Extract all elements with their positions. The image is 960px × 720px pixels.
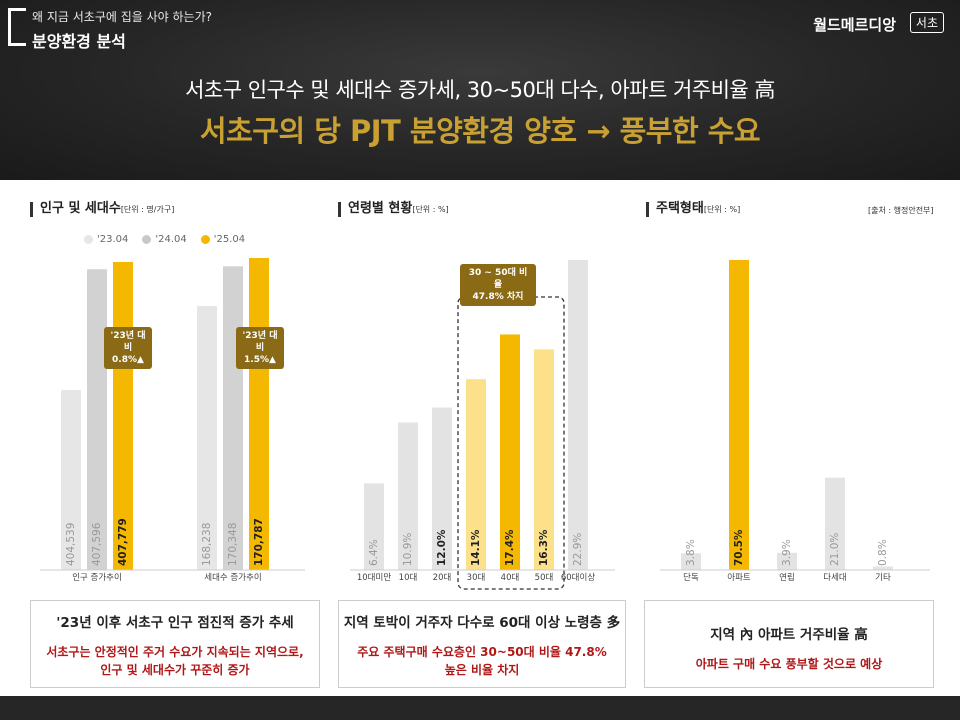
chart3-bar-0 — [681, 553, 701, 570]
summary1-body: 서초구는 안정적인 주거 수요가 지속되는 지역으로, 인구 및 세대수가 꾸준히… — [31, 643, 319, 679]
chart3-bar-label-0: 3.8% — [685, 539, 697, 566]
summary1-title: '23년 이후 서초구 인구 점진적 증가 추세 — [56, 615, 294, 631]
chart2-title-text: 연령별 현황 — [348, 201, 413, 216]
chart2-xlabel-3: 30대 — [467, 573, 486, 583]
summary-box-2: 지역 토박이 거주자 다수로 60대 이상 노령층 多 주요 주택구매 수요층인… — [338, 600, 626, 688]
chart3-bar-label-3: 21.0% — [829, 533, 841, 566]
callout-line: 30 ~ 50대 비율 — [468, 268, 528, 290]
chart2-xlabel-4: 40대 — [501, 573, 520, 583]
chart2-bar-3 — [466, 379, 486, 570]
summary2-body: 주요 주택구매 수요층인 30~50대 비율 47.8% 높은 비율 차지 — [339, 643, 625, 679]
chart3-xlabel-2: 연립 — [779, 573, 795, 583]
legend-label: '24.04 — [155, 234, 187, 245]
chart1-xlabel-0: 인구 증가추이 — [72, 572, 122, 583]
legend-dot-icon — [84, 235, 93, 244]
headline-line1: 서초구 인구수 및 세대수 증가세, 30~50대 다수, 아파트 거주비율 高 — [185, 78, 775, 102]
header-background — [0, 0, 960, 180]
chart1-bar-label-0-0: 404,539 — [65, 523, 77, 566]
summary-box-1: '23년 이후 서초구 인구 점진적 증가 추세 서초구는 안정적인 주거 수요… — [30, 600, 320, 688]
chart3-source: [출처 : 행정안전부] — [868, 206, 934, 215]
chart1-bar-label-1-2: 170,787 — [253, 518, 265, 566]
section-bracket — [8, 8, 26, 46]
chart1-title: 인구 및 세대수[단위 : 명/가구] — [30, 202, 174, 217]
chart3-bar-4 — [873, 566, 893, 570]
chart3-title: 주택형태[단위 : %] — [646, 202, 740, 217]
header-question: 왜 지금 서초구에 집을 사야 하는가? — [32, 10, 213, 24]
chart3-bar-1 — [729, 260, 749, 570]
callout-line: '23년 대비 — [110, 331, 146, 353]
chart3-xlabel-4: 기타 — [875, 573, 891, 583]
chart2-xlabel-0: 10대미만 — [357, 573, 391, 583]
chart2-bar-label-5: 16.3% — [538, 529, 550, 566]
chart1-bar-label-0-2: 407,779 — [117, 518, 129, 566]
chart2-bar-label-1: 10.9% — [402, 533, 414, 566]
chart2-bar-label-3: 14.1% — [470, 529, 482, 566]
bottom-strip — [0, 696, 960, 720]
chart3-title-text: 주택형태 — [656, 201, 704, 216]
headline-line2: 서초구의 당 PJT 분양환경 양호 → 풍부한 수요 — [199, 114, 761, 148]
summary3-title: 지역 內 아파트 거주비율 高 — [710, 627, 868, 643]
legend-item-2025: '25.04 — [200, 234, 246, 245]
summary2-body-line1: 주요 주택구매 수요층인 30~50대 비율 47.8% — [357, 645, 607, 659]
chart2-bar-label-2: 12.0% — [436, 529, 448, 566]
chart1-bar-label-1-1: 170,348 — [227, 523, 239, 566]
chart1-unit: [단위 : 명/가구] — [120, 205, 175, 214]
section-title: 분양환경 분석 — [32, 32, 126, 51]
chart3-xlabel-3: 다세대 — [823, 573, 846, 583]
summary2-body-line2: 높은 비율 차지 — [444, 663, 520, 677]
legend-item-2024: '24.04 — [142, 234, 187, 245]
chart1-bar-label-0-1: 407,596 — [91, 522, 103, 566]
summary3-body: 아파트 구매 수요 풍부할 것으로 예상 — [695, 657, 883, 671]
chart2-bar-5 — [534, 349, 554, 570]
chart2-xlabel-5: 50대 — [535, 573, 554, 583]
chart2-bar-2 — [432, 407, 452, 570]
callout-line: 0.8%▲ — [112, 355, 144, 365]
chart2-xlabel-6: 60대이상 — [561, 572, 595, 583]
chart2-xlabel-2: 20대 — [433, 573, 452, 583]
summary2-title: 지역 토박이 거주자 다수로 60대 이상 노령층 多 — [343, 615, 621, 631]
callout-line: 1.5%▲ — [244, 355, 276, 365]
chart1-legend: '23.04 '24.04 '25.04 — [84, 234, 245, 245]
legend-item-2023: '23.04 — [84, 234, 128, 245]
chart2-title: 연령별 현황[단위 : %] — [338, 202, 449, 217]
chart3-bar-2 — [777, 552, 797, 570]
chart1-bar-label-1-0: 168,238 — [201, 523, 213, 566]
chart3-unit: [단위 : %] — [703, 205, 741, 214]
chart2-xlabel-1: 10대 — [399, 573, 418, 583]
chart2-bar-label-0: 6.4% — [368, 539, 380, 566]
chart3-bar-label-1: 70.5% — [733, 529, 745, 566]
chart1-callout-households: '23년 대비 1.5%▲ — [236, 327, 284, 369]
chart1-xlabel-1: 세대수 증가추이 — [204, 572, 261, 583]
chart3-bar-3 — [825, 477, 845, 570]
legend-dot-icon — [142, 235, 152, 244]
chart1-bar-1-0 — [197, 306, 217, 570]
brand-logo: 월드메르디앙 — [813, 16, 896, 34]
chart1-callout-population: '23년 대비 0.8%▲ — [104, 327, 152, 369]
chart3-bar-label-4: 0.8% — [877, 539, 889, 566]
chart2-bar-1 — [398, 422, 418, 570]
chart1-bar-0-1 — [87, 269, 107, 570]
callout-line: 47.8% 차지 — [472, 292, 524, 302]
brand-badge: 서초 — [909, 12, 944, 33]
summary1-body-line2: 인구 및 세대수가 꾸준히 증가 — [100, 663, 250, 677]
chart1-bar-0-0 — [61, 390, 81, 570]
chart3-xlabel-1: 아파트 — [727, 572, 751, 583]
chart2-bar-label-6: 22.9% — [572, 533, 584, 566]
callout-line: '23년 대비 — [242, 331, 278, 353]
legend-dot-icon — [200, 235, 210, 244]
chart2-unit: [단위 : %] — [412, 205, 449, 214]
chart2-bar-4 — [500, 334, 520, 570]
legend-label: '25.04 — [213, 234, 246, 245]
chart3-xlabel-0: 단독 — [683, 572, 699, 583]
chart2-bar-label-4: 17.4% — [504, 529, 516, 566]
chart1-title-text: 인구 및 세대수 — [40, 201, 121, 216]
chart2-bar-6 — [568, 260, 588, 570]
summary1-body-line1: 서초구는 안정적인 주거 수요가 지속되는 지역으로, — [46, 645, 304, 659]
chart2-bar-0 — [364, 483, 384, 570]
summary-box-3: 지역 內 아파트 거주비율 高 아파트 구매 수요 풍부할 것으로 예상 — [644, 600, 934, 688]
legend-label: '23.04 — [97, 234, 129, 245]
chart2-callout-30-50: 30 ~ 50대 비율 47.8% 차지 — [460, 264, 536, 306]
chart3-bar-label-2: 3.9% — [781, 539, 793, 566]
